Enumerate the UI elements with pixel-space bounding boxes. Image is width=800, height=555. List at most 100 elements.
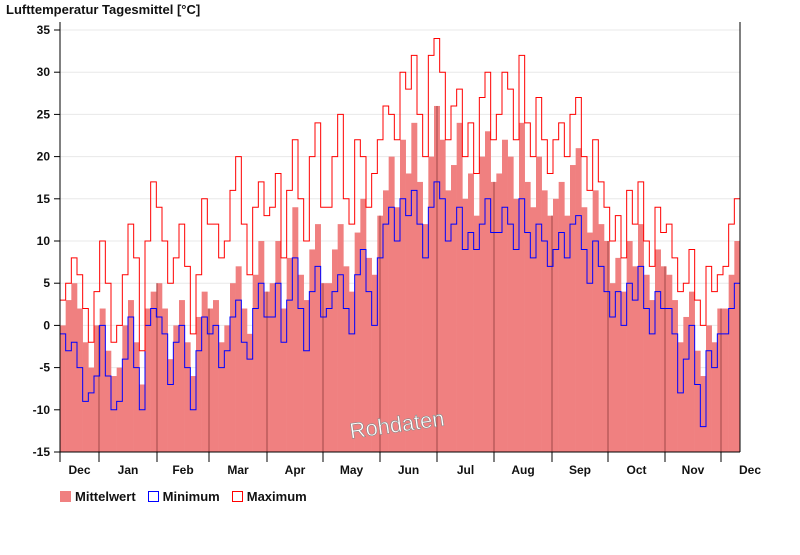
min-swatch: [147, 491, 159, 502]
mean-bar: [615, 257, 622, 452]
mean-bar: [94, 325, 100, 452]
mean-bar: [88, 367, 95, 452]
mean-bar: [558, 181, 565, 453]
mean-bar: [133, 342, 140, 452]
mean-bar: [643, 274, 650, 452]
mean-bar: [677, 342, 684, 452]
mean-bar: [383, 190, 389, 453]
y-tick-label: -5: [39, 361, 50, 375]
mean-bar: [252, 274, 259, 452]
mean-bar: [530, 207, 537, 452]
mean-bar: [660, 266, 667, 452]
mean-bar: [473, 215, 480, 452]
x-tick-label: Sep: [569, 463, 591, 477]
mean-bar: [711, 342, 718, 452]
mean-bar: [184, 342, 191, 452]
mean-bar: [728, 274, 735, 452]
legend-item-max[interactable]: Maximum: [231, 489, 307, 504]
mean-bar: [717, 308, 724, 452]
mean-bar: [286, 257, 293, 452]
mean-bar: [116, 367, 123, 452]
mean-bar: [156, 283, 163, 452]
mean-bar: [207, 308, 214, 452]
mean-bar: [309, 249, 316, 452]
mean-bar: [626, 241, 633, 452]
mean-bar: [400, 139, 406, 452]
mean-bar: [371, 274, 378, 452]
y-tick-label: 25: [37, 107, 51, 121]
legend-label: Mittelwert: [75, 489, 136, 504]
y-tick-label: 5: [43, 276, 50, 290]
mean-bar: [734, 241, 741, 452]
legend-item-mean[interactable]: Mittelwert: [60, 489, 136, 504]
mean-bar: [570, 165, 576, 453]
mean-bar: [60, 325, 66, 452]
mean-bar: [723, 308, 729, 452]
legend-label: Minimum: [162, 489, 220, 504]
x-tick-label: Dec: [739, 463, 761, 477]
mean-bar: [541, 190, 548, 453]
mean-bar: [575, 148, 582, 452]
mean-bar: [343, 266, 350, 452]
y-tick-label: 10: [37, 234, 51, 248]
mean-bar: [456, 122, 463, 452]
mean-bar: [547, 215, 554, 452]
mean-bar: [315, 224, 321, 452]
mean-bar: [281, 308, 287, 452]
mean-bar: [349, 291, 355, 452]
mean-bar: [507, 156, 514, 452]
legend: Mittelwert Minimum Maximum: [60, 489, 307, 504]
mean-bar: [360, 198, 367, 452]
mean-bar: [689, 291, 695, 452]
minimum-line: [60, 181, 740, 428]
mean-bar: [581, 207, 588, 452]
mean-bar: [139, 384, 146, 452]
max-swatch: [231, 491, 243, 502]
mean-bar: [598, 224, 605, 452]
mean-bar: [564, 215, 571, 452]
mean-bar: [213, 300, 219, 452]
mean-bar: [502, 139, 508, 452]
mean-bar: [479, 156, 486, 452]
mean-bar: [609, 283, 616, 452]
mean-bar: [468, 173, 474, 453]
x-tick-label: Jul: [457, 463, 474, 477]
y-tick-label: 20: [37, 150, 51, 164]
mean-bar: [111, 376, 117, 452]
mean-bar: [496, 173, 503, 453]
mean-bar: [258, 241, 265, 452]
mean-bar: [173, 325, 180, 452]
mean-bar: [445, 190, 452, 453]
mean-bar: [587, 232, 593, 452]
mean-bar: [604, 241, 610, 452]
mean-swatch: [60, 491, 71, 502]
y-tick-label: -10: [33, 403, 51, 417]
x-tick-label: Mar: [227, 463, 249, 477]
mean-bar: [326, 283, 333, 452]
mean-bar: [190, 376, 197, 452]
mean-bar: [366, 257, 372, 452]
x-tick-label: Apr: [285, 463, 306, 477]
mean-bar: [337, 224, 344, 452]
mean-bar: [224, 325, 231, 452]
chart-title: Lufttemperatur Tagesmittel [°C]: [6, 2, 200, 17]
mean-bar: [82, 342, 89, 452]
mean-bar: [162, 308, 168, 452]
mean-bar: [167, 359, 174, 452]
mean-bar: [247, 333, 253, 452]
mean-bar: [269, 283, 276, 452]
mean-bar: [672, 300, 678, 452]
maximum-line: [60, 37, 740, 352]
mean-bar: [196, 316, 202, 452]
mean-bar: [428, 156, 435, 452]
mean-bar: [105, 350, 112, 452]
mean-bar: [649, 300, 656, 452]
mean-bar: [394, 207, 401, 452]
y-tick-label: -15: [33, 445, 51, 459]
mean-bar: [638, 224, 644, 452]
mean-bar: [694, 350, 701, 452]
y-tick-label: 35: [37, 23, 51, 37]
mean-bar: [411, 122, 418, 452]
legend-item-min[interactable]: Minimum: [147, 489, 220, 504]
mean-bar: [128, 300, 134, 452]
